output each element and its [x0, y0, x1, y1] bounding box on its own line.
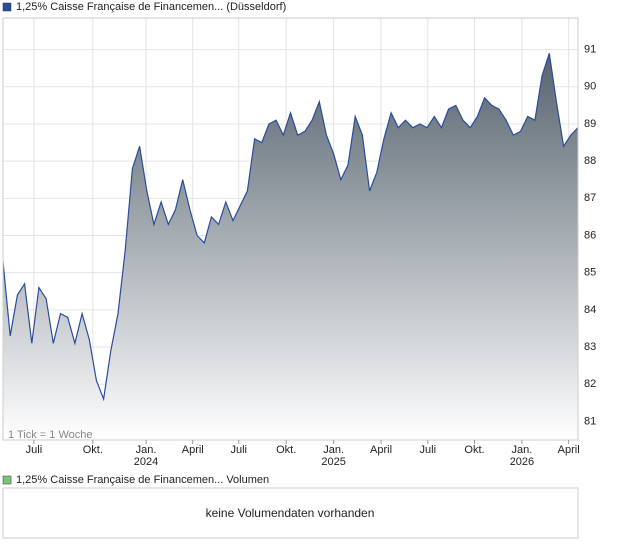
x-year-label: 2025 — [321, 456, 345, 468]
y-tick-label: 89 — [584, 118, 596, 130]
x-tick-label: April — [370, 444, 392, 456]
x-tick-label: Juli — [230, 444, 247, 456]
legend-label: 1,25% Caisse Française de Financemen... … — [16, 474, 269, 486]
legend-label: 1,25% Caisse Française de Financemen... … — [16, 1, 286, 13]
y-tick-label: 86 — [584, 229, 596, 241]
x-tick-label: Okt. — [276, 444, 296, 456]
area — [3, 53, 578, 441]
y-tick-label: 84 — [584, 304, 596, 316]
x-tick-label: Juli — [26, 444, 43, 456]
plot-frame — [2, 17, 579, 441]
x-year-label: 2026 — [510, 456, 534, 468]
volume-panel — [2, 487, 579, 539]
x-tick-label: Jan. — [136, 444, 157, 456]
x-tick-label: Jan. — [512, 444, 533, 456]
x-tick-label: Okt. — [83, 444, 103, 456]
x-tick-label: Juli — [420, 444, 437, 456]
x-tick-label: April — [558, 444, 580, 456]
y-tick-label: 91 — [584, 44, 596, 56]
y-tick-label: 87 — [584, 192, 596, 204]
y-tick-label: 83 — [584, 341, 596, 353]
x-tick-label: Jan. — [323, 444, 344, 456]
x-tick-label: April — [182, 444, 204, 456]
note: 1 Tick = 1 Woche — [8, 429, 92, 441]
x-year-label: 2024 — [134, 456, 158, 468]
y-tick-label: 85 — [584, 267, 596, 279]
volume-message: keine Volumendaten vorhanden — [206, 506, 375, 520]
y-tick-label: 81 — [584, 415, 596, 427]
line — [2, 53, 579, 402]
y-tick-label: 88 — [584, 155, 596, 167]
x-tick-label: Okt. — [464, 444, 484, 456]
legend-swatch — [2, 475, 12, 485]
y-tick-label: 90 — [584, 81, 596, 93]
y-tick-label: 82 — [584, 378, 596, 390]
legend-swatch — [2, 2, 12, 12]
